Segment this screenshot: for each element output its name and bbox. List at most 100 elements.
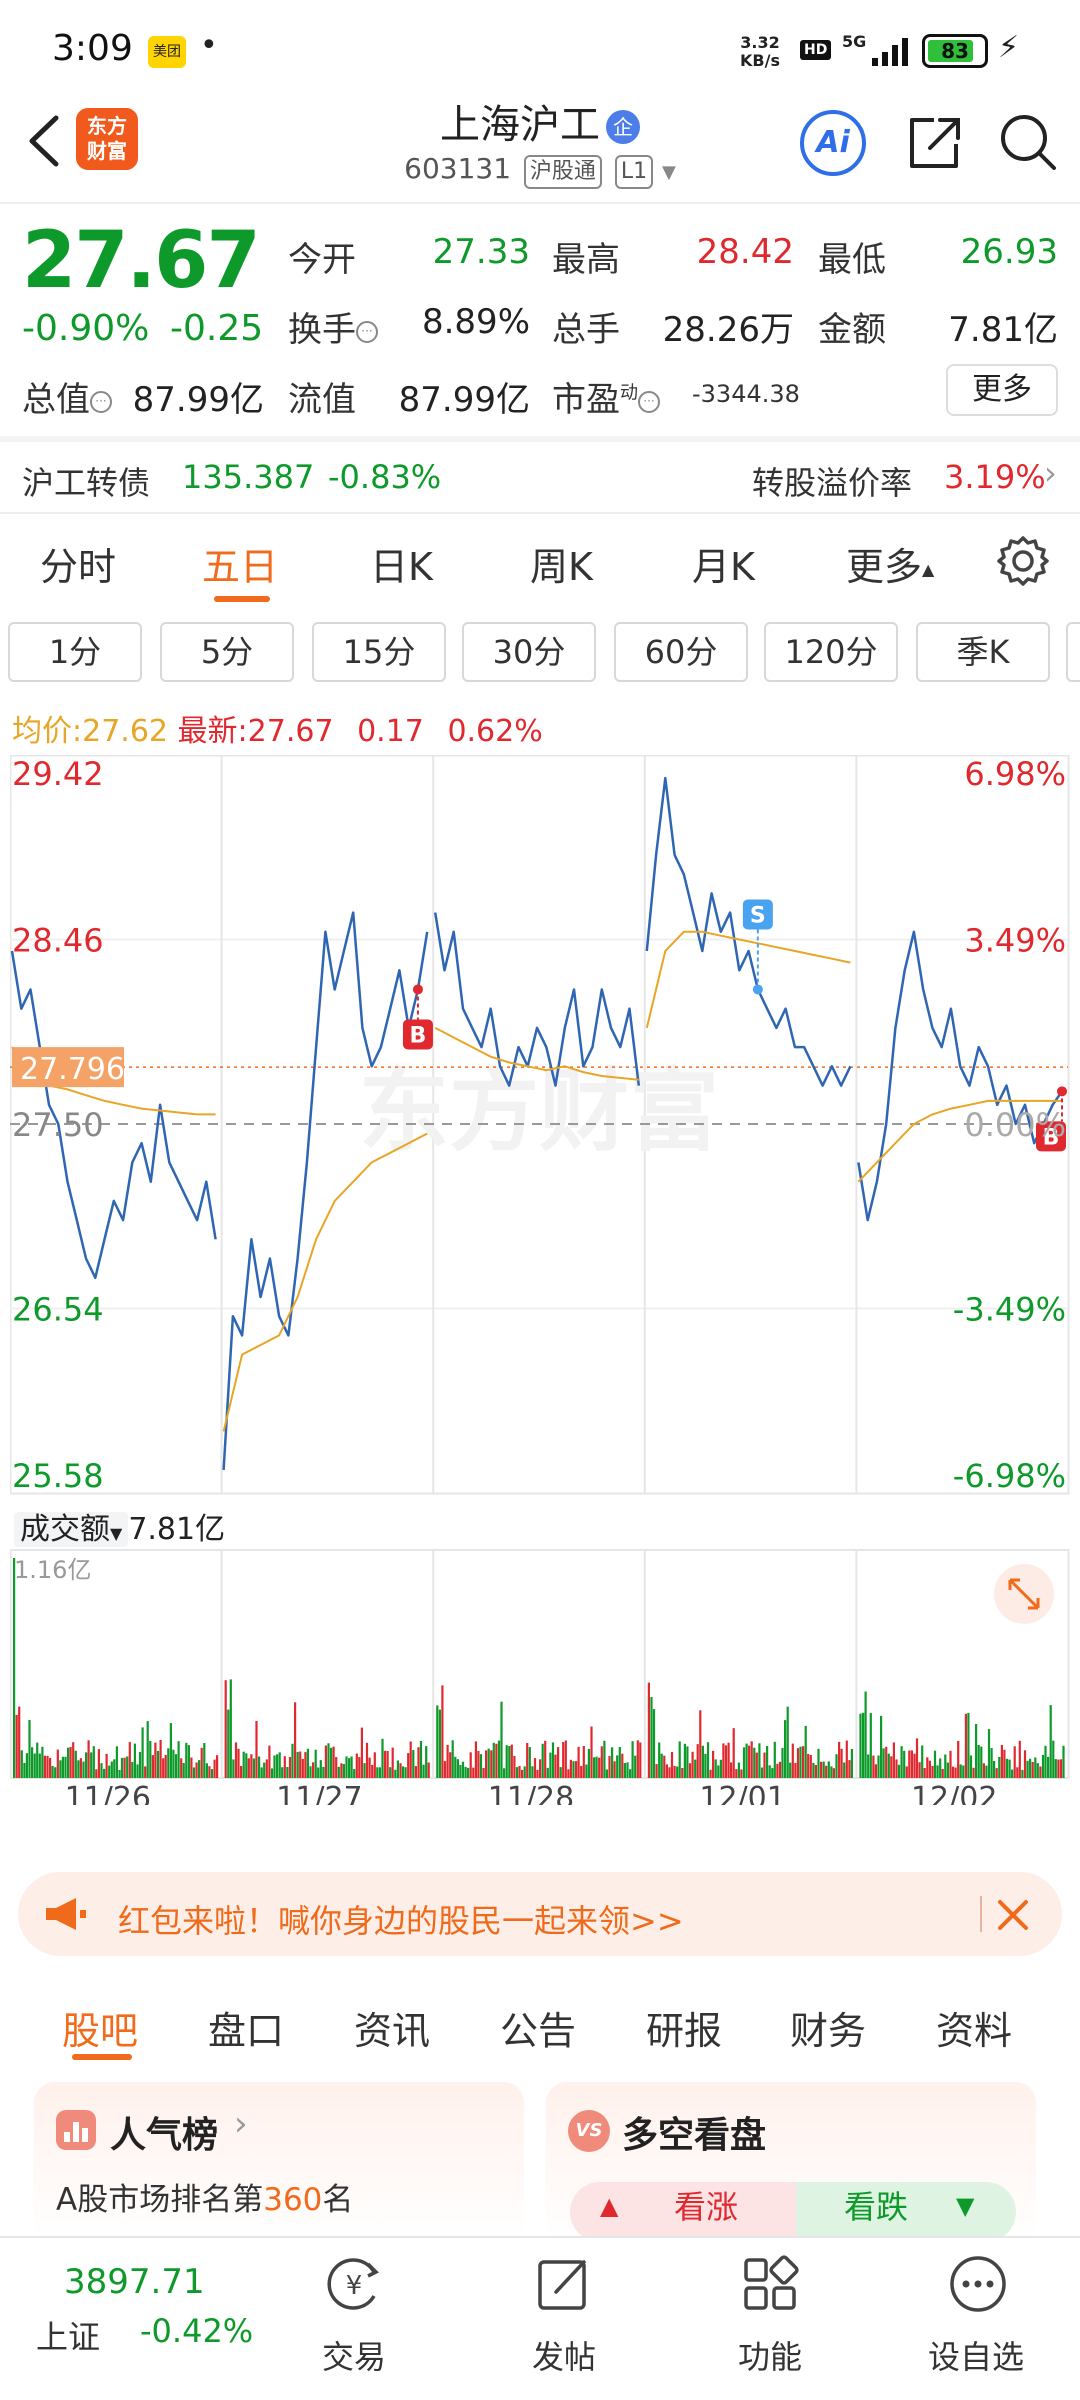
volume-bar bbox=[454, 1756, 457, 1778]
close-icon[interactable] bbox=[996, 1898, 1030, 1932]
index-value[interactable]: 3897.71 bbox=[64, 2262, 205, 2302]
trade-yuan-icon[interactable]: ¥ bbox=[322, 2252, 386, 2316]
tab-five-day[interactable]: 五日 bbox=[202, 545, 279, 589]
battery-fill bbox=[928, 40, 973, 62]
convertible-bond-row[interactable]: 沪工转债 135.387 -0.83% 转股溢价率 3.19% › bbox=[0, 440, 1080, 512]
current-price-tag-text: 27.796 bbox=[20, 1052, 125, 1087]
bull-bear-card[interactable]: VS 多空看盘 ▲ 看涨 看跌 ▼ bbox=[546, 2082, 1036, 2242]
volume-bar bbox=[807, 1753, 810, 1778]
volume-bar bbox=[835, 1754, 838, 1778]
nav-trade[interactable]: 交易 bbox=[321, 2338, 386, 2376]
functions-grid-icon[interactable] bbox=[738, 2252, 802, 2316]
volume-bar bbox=[1018, 1740, 1021, 1778]
volume-bar bbox=[706, 1742, 710, 1778]
connect-tag: 沪股通 bbox=[523, 155, 602, 189]
volume-bar bbox=[268, 1745, 271, 1778]
bull-button[interactable]: ▲ 看涨 bbox=[570, 2182, 796, 2242]
popularity-card[interactable]: 人气榜 › A股市场排名第360名 bbox=[34, 2082, 524, 2242]
volume-bar bbox=[126, 1756, 129, 1778]
bear-button[interactable]: 看跌 ▼ bbox=[796, 2182, 1016, 2242]
volume-bar bbox=[634, 1755, 637, 1778]
volume-bar bbox=[623, 1763, 626, 1778]
tab-research[interactable]: 研报 bbox=[646, 2009, 723, 2053]
ai-button[interactable]: Ai bbox=[800, 110, 866, 176]
volume-bar bbox=[877, 1755, 880, 1778]
tab-weekly-k[interactable]: 周K bbox=[530, 545, 593, 589]
more-button[interactable]: 更多 bbox=[946, 364, 1058, 416]
y-tick-right: -3.49% bbox=[953, 1291, 1066, 1329]
volume-bar bbox=[928, 1760, 931, 1778]
nav-add-watchlist[interactable]: 设自选 bbox=[927, 2338, 1024, 2376]
nav-functions[interactable]: 功能 bbox=[737, 2338, 802, 2376]
settings-gear-icon[interactable] bbox=[996, 534, 1050, 588]
volume-bar bbox=[46, 1755, 49, 1778]
period-120m[interactable]: 120分 bbox=[764, 622, 898, 682]
volume-bar bbox=[314, 1749, 317, 1778]
signal-icon bbox=[872, 38, 908, 66]
tab-pankou[interactable]: 盘口 bbox=[208, 2009, 285, 2053]
volume-bar bbox=[43, 1755, 46, 1778]
tab-intraday[interactable]: 分时 bbox=[40, 545, 117, 589]
volume-bar bbox=[401, 1766, 405, 1778]
volume-bar bbox=[897, 1764, 901, 1778]
volume-bar bbox=[531, 1766, 534, 1778]
period-60m[interactable]: 60分 bbox=[614, 622, 748, 682]
volume-header[interactable]: 成交额▼ 7.81亿 bbox=[14, 1504, 225, 1548]
volume-bar bbox=[500, 1701, 503, 1778]
tab-profile[interactable]: 资料 bbox=[936, 2009, 1013, 2053]
period-next[interactable] bbox=[1066, 622, 1080, 682]
tab-guba[interactable]: 股吧 bbox=[62, 2009, 139, 2053]
volume-bar bbox=[1047, 1756, 1050, 1778]
tab-news[interactable]: 资讯 bbox=[354, 2009, 431, 2053]
volume-bar bbox=[737, 1762, 740, 1778]
volume-bar bbox=[296, 1751, 299, 1778]
tab-announcements[interactable]: 公告 bbox=[500, 2009, 577, 2053]
post-edit-icon[interactable] bbox=[532, 2252, 596, 2316]
five-day-chart[interactable]: 东方财富 B S B 27.796 29.42 28.46 27.50 26.54 25.58 6.… bbox=[10, 755, 1072, 1805]
mktcap-label[interactable]: 总值 ··· bbox=[22, 372, 112, 421]
volume-bar bbox=[998, 1756, 1001, 1778]
pe-label[interactable]: 市盈动 ··· bbox=[552, 372, 660, 421]
volume-bar bbox=[814, 1764, 817, 1778]
volume-bar bbox=[595, 1756, 598, 1778]
turnover-label[interactable]: 换手 ··· bbox=[288, 302, 378, 351]
volume-bar bbox=[213, 1759, 216, 1778]
period-30m[interactable]: 30分 bbox=[462, 622, 596, 682]
amount-value: 7.81亿 bbox=[948, 310, 1058, 350]
back-icon[interactable] bbox=[22, 108, 66, 174]
volume-bar bbox=[306, 1748, 309, 1778]
tab-more[interactable]: 更多▲ bbox=[846, 536, 934, 591]
nav-post[interactable]: 发帖 bbox=[531, 2338, 596, 2376]
volume-bar bbox=[232, 1759, 235, 1778]
volume-bar bbox=[156, 1750, 160, 1778]
volume-bar bbox=[1041, 1754, 1045, 1778]
red-packet-banner[interactable] bbox=[18, 1872, 1062, 1956]
volume-bar bbox=[461, 1761, 465, 1778]
share-icon[interactable] bbox=[904, 110, 964, 174]
period-15m[interactable]: 15分 bbox=[312, 622, 446, 682]
volume-bar bbox=[210, 1769, 214, 1778]
index-name[interactable]: 上证 bbox=[36, 2318, 101, 2356]
tab-financials[interactable]: 财务 bbox=[790, 2009, 867, 2053]
volume-selector[interactable]: 成交额▼ bbox=[14, 1512, 129, 1547]
tab-daily-k[interactable]: 日K bbox=[370, 545, 433, 589]
volume-bar bbox=[482, 1768, 485, 1778]
tab-monthly-k[interactable]: 月K bbox=[692, 545, 755, 589]
volume-bar bbox=[167, 1748, 170, 1778]
add-watchlist-icon[interactable] bbox=[946, 2252, 1010, 2316]
period-quarter-k[interactable]: 季K bbox=[916, 622, 1050, 682]
volume-bar bbox=[198, 1760, 201, 1778]
volume-bar bbox=[234, 1742, 238, 1778]
volume-bar bbox=[505, 1745, 508, 1778]
period-5m[interactable]: 5分 bbox=[160, 622, 294, 682]
volume-bar bbox=[185, 1742, 188, 1778]
volume-bar bbox=[485, 1750, 488, 1778]
period-1m[interactable]: 1分 bbox=[8, 622, 142, 682]
stock-code-row[interactable]: 603131 沪股通 L1 ▼ bbox=[0, 152, 1080, 189]
search-icon[interactable] bbox=[996, 110, 1060, 174]
tab-more-label: 更多 bbox=[846, 545, 923, 589]
pe-label-text: 市盈 bbox=[552, 380, 620, 420]
volume-bar bbox=[252, 1758, 256, 1778]
volume-bar bbox=[174, 1754, 178, 1778]
volume-bar bbox=[324, 1745, 327, 1778]
